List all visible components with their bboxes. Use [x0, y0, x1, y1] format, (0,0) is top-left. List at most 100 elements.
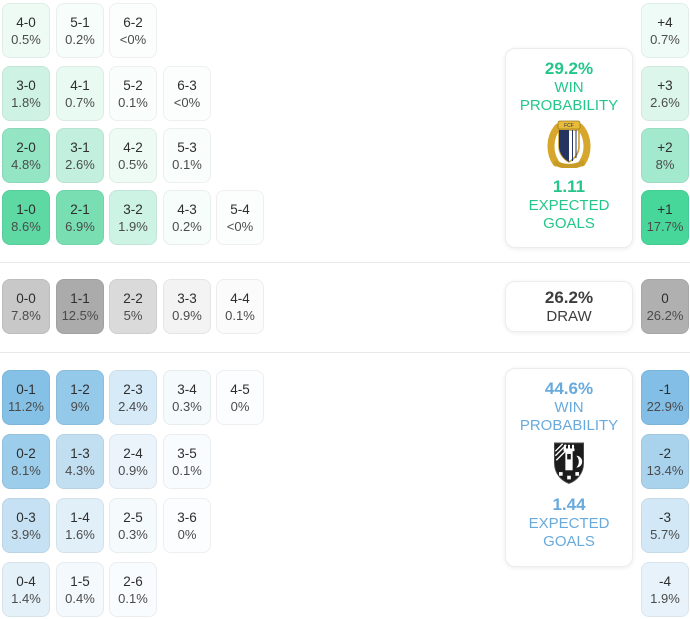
score-cell-1-4: 1-4 1.6% — [56, 498, 104, 553]
score-cell-2-3: 2-3 2.4% — [109, 370, 157, 425]
cell-value: 5% — [123, 307, 143, 323]
cell-value: 0.1% — [118, 590, 148, 606]
cell-label: 1-0 — [16, 201, 36, 217]
cell-label: 5-2 — [123, 77, 143, 93]
away-win-probability-value: 44.6% — [544, 379, 594, 398]
separator-bottom — [0, 352, 690, 353]
score-cell-4-4: 4-4 0.1% — [216, 279, 264, 334]
draw-panel: 26.2% DRAW — [505, 281, 633, 332]
home-expected-goals-label-line2: GOALS — [543, 215, 595, 232]
cell-label: 3-0 — [16, 77, 36, 93]
cell-label: 3-6 — [177, 509, 197, 525]
cell-value: 0.2% — [172, 218, 202, 234]
cell-label: 1-3 — [70, 445, 90, 461]
score-cell-4-3: 4-3 0.2% — [163, 190, 211, 245]
cell-label: -1 — [658, 381, 671, 397]
cell-value: 0.4% — [65, 590, 95, 606]
cell-value: 3.9% — [11, 526, 41, 542]
cell-value: 4.8% — [11, 156, 41, 172]
score-cell-3-1: 3-1 2.6% — [56, 128, 104, 183]
cell-value: 8.1% — [11, 462, 41, 478]
cell-label: 2-4 — [123, 445, 143, 461]
cell-value: 0.2% — [65, 31, 95, 47]
home-expected-goals-label-line1: EXPECTED — [528, 197, 610, 214]
home-win-panel: 29.2% WIN PROBABILITY FCF 1.11 EXPECTED … — [505, 48, 633, 248]
score-cell-4-1: 4-1 0.7% — [56, 66, 104, 121]
score-cell-4-0: 4-0 0.5% — [2, 3, 50, 58]
cell-label: +3 — [657, 77, 673, 93]
draw-probability-value: 26.2% — [544, 287, 594, 307]
cell-value: 22.9% — [646, 398, 684, 414]
goal-diff-cell--2: -2 13.4% — [641, 434, 689, 489]
cell-label: 0-0 — [16, 290, 36, 306]
cell-label: 2-5 — [123, 509, 143, 525]
score-cell-4-2: 4-2 0.5% — [109, 128, 157, 183]
cell-label: 3-2 — [123, 201, 143, 217]
cell-value: 0.9% — [172, 307, 202, 323]
cell-label: 2-1 — [70, 201, 90, 217]
cell-label: 4-5 — [230, 381, 250, 397]
score-cell-2-4: 2-4 0.9% — [109, 434, 157, 489]
score-cell-1-3: 1-3 4.3% — [56, 434, 104, 489]
cell-value: 4.3% — [65, 462, 95, 478]
cell-value: 2.6% — [650, 94, 680, 110]
cell-label: +2 — [657, 139, 673, 155]
score-cell-3-4: 3-4 0.3% — [163, 370, 211, 425]
score-cell-3-6: 3-6 0% — [163, 498, 211, 553]
cell-label: 0-3 — [16, 509, 36, 525]
cell-value: 6.9% — [65, 218, 95, 234]
cell-value: 0% — [177, 526, 197, 542]
cell-label: 6-3 — [177, 77, 197, 93]
cell-value: 0.1% — [118, 94, 148, 110]
cell-label: 4-1 — [70, 77, 90, 93]
cell-value: 0.3% — [118, 526, 148, 542]
cell-value: 2.4% — [118, 398, 148, 414]
score-cell-0-2: 0-2 8.1% — [2, 434, 50, 489]
score-cell-3-3: 3-3 0.9% — [163, 279, 211, 334]
score-cell-1-0: 1-0 8.6% — [2, 190, 50, 245]
cell-value: 9% — [70, 398, 90, 414]
score-cell-2-6: 2-6 0.1% — [109, 562, 157, 617]
away-win-panel: 44.6% WIN PROBABILITY — [505, 368, 633, 567]
cell-label: 3-4 — [177, 381, 197, 397]
cell-value: 5.7% — [650, 526, 680, 542]
cell-value: 0.5% — [11, 31, 41, 47]
away-win-label-line2: PROBABILITY — [519, 417, 619, 434]
score-cell-1-2: 1-2 9% — [56, 370, 104, 425]
cell-value: 0.1% — [172, 156, 202, 172]
score-cell-5-2: 5-2 0.1% — [109, 66, 157, 121]
score-cell-3-0: 3-0 1.8% — [2, 66, 50, 121]
home-expected-goals-value: 1.11 — [552, 177, 586, 196]
cell-label: 4-4 — [230, 290, 250, 306]
away-expected-goals-label-line2: GOALS — [543, 533, 595, 550]
goal-diff-cell-+2: +2 8% — [641, 128, 689, 183]
score-cell-2-0: 2-0 4.8% — [2, 128, 50, 183]
score-cell-6-2: 6-2 <0% — [109, 3, 157, 58]
score-cell-2-1: 2-1 6.9% — [56, 190, 104, 245]
cell-value: 8.6% — [11, 218, 41, 234]
away-expected-goals-label-line1: EXPECTED — [528, 515, 610, 532]
cell-value: 1.6% — [65, 526, 95, 542]
cell-label: 2-6 — [123, 573, 143, 589]
score-cell-1-1: 1-1 12.5% — [56, 279, 104, 334]
cell-label: 2-0 — [16, 139, 36, 155]
score-cell-0-4: 0-4 1.4% — [2, 562, 50, 617]
cell-label: 0-1 — [16, 381, 36, 397]
score-cell-0-3: 0-3 3.9% — [2, 498, 50, 553]
goal-diff-cell-+4: +4 0.7% — [641, 3, 689, 58]
goal-diff-cell--3: -3 5.7% — [641, 498, 689, 553]
cell-label: 3-5 — [177, 445, 197, 461]
score-cell-2-5: 2-5 0.3% — [109, 498, 157, 553]
cell-value: 2.6% — [65, 156, 95, 172]
cell-value: 17.7% — [646, 218, 684, 234]
cell-value: 0.5% — [118, 156, 148, 172]
score-cell-6-3: 6-3 <0% — [163, 66, 211, 121]
cell-value: 0.7% — [650, 31, 680, 47]
cell-value: 0.3% — [172, 398, 202, 414]
cell-value: 1.9% — [118, 218, 148, 234]
cell-label: 5-4 — [230, 201, 250, 217]
draw-label: DRAW — [546, 307, 592, 325]
separator-top — [0, 262, 690, 263]
cell-value: 0.1% — [172, 462, 202, 478]
